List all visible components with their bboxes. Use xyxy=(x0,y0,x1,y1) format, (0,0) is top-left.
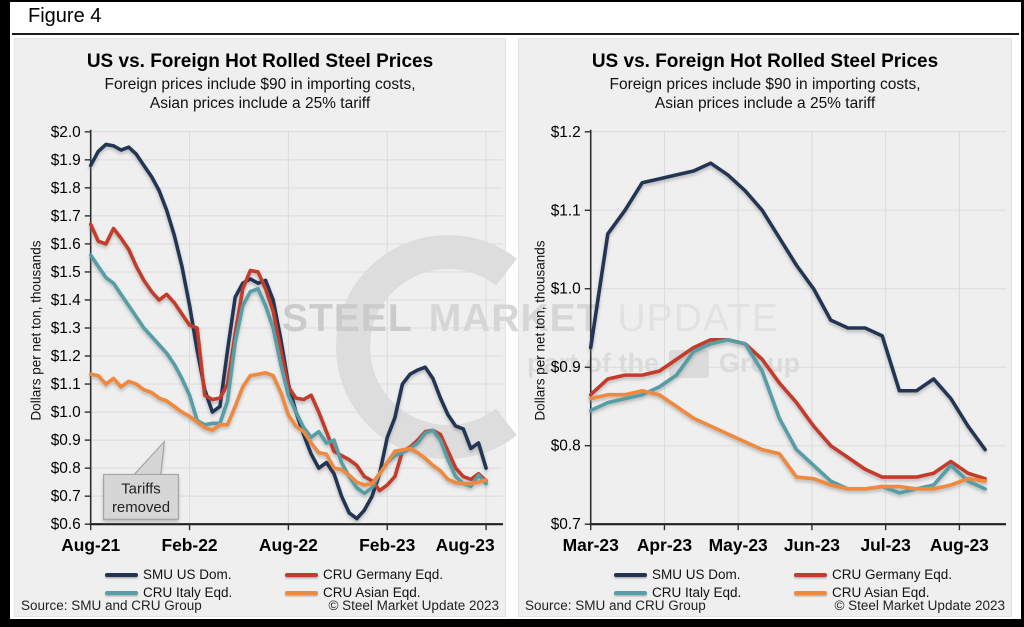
y-tick-label: $0.8 xyxy=(51,460,81,477)
x-tick-label: Aug-22 xyxy=(259,535,318,555)
legend-swatch-teal xyxy=(614,590,647,595)
source-row: Source: SMU and CRU Group © Steel Market… xyxy=(21,598,499,613)
legend-label: CRU Italy Eqd. xyxy=(652,585,742,600)
legend-swatch-navy xyxy=(105,572,138,577)
legend-item: CRU Italy Eqd. xyxy=(105,584,285,601)
x-tick-label: Feb-23 xyxy=(359,535,415,555)
legend-label: CRU Italy Eqd. xyxy=(143,585,233,600)
chart-subtitle-line1: Foreign prices include $90 in importing … xyxy=(609,76,921,93)
legend-label: CRU Germany Eqd. xyxy=(323,567,444,582)
x-tick-label: Apr-23 xyxy=(637,535,692,555)
x-tick-label: Jul-23 xyxy=(860,535,911,555)
source-row: Source: SMU and CRU Group © Steel Market… xyxy=(525,598,1005,613)
series-line-orange xyxy=(588,388,987,491)
legend-swatch-teal xyxy=(105,590,138,595)
legend-label: CRU Asian Eqd. xyxy=(323,585,421,600)
legend-item: SMU US Dom. xyxy=(614,566,794,583)
y-tick-label: $0.7 xyxy=(51,488,81,505)
y-tick-label: $1.0 xyxy=(51,404,81,421)
legend-label: CRU Asian Eqd. xyxy=(832,585,930,600)
y-tick-label: $1.5 xyxy=(51,264,81,281)
legend-swatch-red xyxy=(794,572,827,577)
series-lines xyxy=(588,161,987,495)
y-tick-label: $1.2 xyxy=(51,348,81,365)
chart-subtitle-line1: Foreign prices include $90 in importing … xyxy=(104,76,416,93)
y-tick-label: $1.1 xyxy=(551,202,581,219)
legend: SMU US Dom. CRU Italy Eqd. CRU Germany Eqd… xyxy=(105,566,443,601)
chart-plot: $1.2 $1.1 $1.0 $0.9 $0.8 $0.7 Mar-23 Apr-23 May-… xyxy=(551,124,1007,555)
legend-item: CRU Germany Eqd. xyxy=(285,566,443,583)
legend-item: CRU Asian Eqd. xyxy=(285,584,443,601)
y-tick-label: $1.7 xyxy=(51,208,81,225)
series-line-navy xyxy=(588,161,987,452)
legend-swatch-navy xyxy=(614,572,647,577)
y-tick-label: $1.4 xyxy=(51,292,81,309)
source-text: Source: SMU and CRU Group xyxy=(21,598,202,613)
annotation-line2: removed xyxy=(112,499,170,516)
chart-subtitle: Foreign prices include $90 in importing … xyxy=(15,76,505,113)
chart-plot: $2.0 $1.9 $1.8 $1.7 $1.6 $1.5 $1.4 $1.3 $1.2 $1.1… xyxy=(51,124,504,555)
chart-subtitle: Foreign prices include $90 in importing … xyxy=(519,76,1011,113)
legend: SMU US Dom. CRU Italy Eqd. CRU Germany Eqd… xyxy=(614,566,952,601)
chart-subtitle-line2: Asian prices include a 25% tariff xyxy=(654,94,876,112)
y-tick-label: $1.9 xyxy=(51,152,81,169)
y-tick-label: $0.6 xyxy=(51,516,81,533)
x-tick-label: Aug-21 xyxy=(61,535,120,555)
legend-item: CRU Italy Eqd. xyxy=(614,584,794,601)
series-line-red xyxy=(588,337,987,481)
x-tick-label: Mar-23 xyxy=(563,535,619,555)
series-line-red xyxy=(88,222,488,493)
y-tick-label: $1.2 xyxy=(551,124,581,141)
x-tick-label: Aug-23 xyxy=(930,535,989,555)
legend-swatch-orange xyxy=(285,590,318,595)
x-tick-label: May-23 xyxy=(709,535,768,555)
annotation-callout: Tariffs removed xyxy=(103,440,179,520)
chart-panel-left: US vs. Foreign Hot Rolled Steel Prices F… xyxy=(14,38,506,617)
legend-label: CRU Germany Eqd. xyxy=(832,567,953,582)
legend-label: SMU US Dom. xyxy=(143,567,232,582)
chart-title: US vs. Foreign Hot Rolled Steel Prices xyxy=(86,51,434,72)
y-tick-label: $1.0 xyxy=(551,281,581,298)
y-tick-label: $0.8 xyxy=(551,438,581,455)
legend-item: SMU US Dom. xyxy=(105,566,285,583)
copyright-text: © Steel Market Update 2023 xyxy=(834,598,1005,613)
annotation-line1: Tariffs xyxy=(121,480,161,497)
legend-item: CRU Germany Eqd. xyxy=(794,566,952,583)
y-tick-label: $0.9 xyxy=(551,359,581,376)
copyright-text: © Steel Market Update 2023 xyxy=(328,598,499,613)
figure-frame: Figure 4 US vs. Foreign Hot Rolled Steel… xyxy=(10,2,1021,619)
chart-subtitle-line2: Asian prices include a 25% tariff xyxy=(149,94,371,112)
legend-item: CRU Asian Eqd. xyxy=(794,584,952,601)
y-tick-label: $2.0 xyxy=(51,124,81,141)
chart-panel-right: US vs. Foreign Hot Rolled Steel Prices F… xyxy=(518,38,1012,617)
legend-swatch-red xyxy=(285,572,318,577)
legend-label: SMU US Dom. xyxy=(652,567,741,582)
figure-label: Figure 4 xyxy=(28,5,102,27)
y-tick-label: $0.7 xyxy=(551,516,581,533)
x-tick-label: Jun-23 xyxy=(784,535,840,555)
series-line-teal xyxy=(588,337,987,495)
figure-rule xyxy=(12,33,1019,35)
chart-gridlines xyxy=(590,131,1007,525)
x-tick-label: Aug-23 xyxy=(436,535,495,555)
y-tick-label: $1.1 xyxy=(51,376,81,393)
y-tick-label: $1.6 xyxy=(51,236,81,253)
x-tick-label: Feb-22 xyxy=(161,535,217,555)
legend-swatch-orange xyxy=(794,590,827,595)
y-tick-label: $1.3 xyxy=(51,320,81,337)
y-tick-label: $0.9 xyxy=(51,432,81,449)
chart-title: US vs. Foreign Hot Rolled Steel Prices xyxy=(591,51,939,72)
y-tick-label: $1.8 xyxy=(51,180,81,197)
source-text: Source: SMU and CRU Group xyxy=(525,598,706,613)
